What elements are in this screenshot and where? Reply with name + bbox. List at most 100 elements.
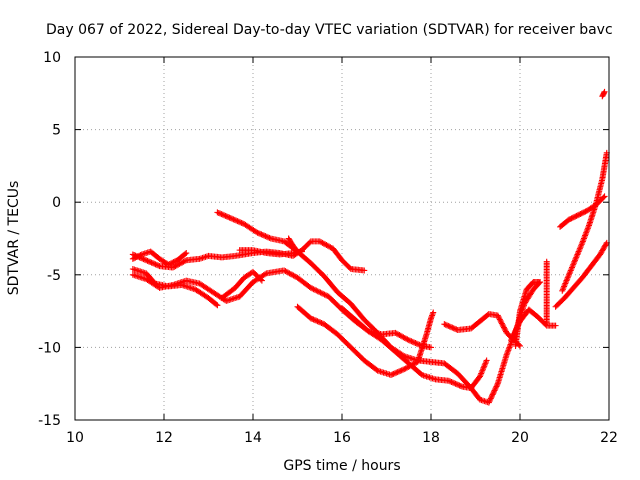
data-point: [218, 211, 225, 218]
data-point: [225, 214, 232, 221]
data-point: [404, 336, 411, 343]
data-point: [449, 379, 456, 386]
data-point: [237, 219, 244, 226]
data-point: [428, 344, 434, 351]
data-point: [494, 312, 501, 319]
data-point: [318, 320, 325, 327]
data-point: [346, 264, 353, 271]
data-point: [262, 271, 269, 278]
y-tick-labels: -15 -10 -5 0 5 10: [38, 50, 61, 429]
data-point: [448, 324, 455, 331]
data-point: [397, 367, 404, 374]
data-point: [493, 383, 500, 390]
data-point: [412, 340, 419, 347]
data-point: [230, 216, 237, 223]
data-point: [483, 357, 490, 364]
x-tick-label: 10: [66, 430, 84, 446]
data-point: [413, 340, 420, 347]
data-point: [315, 318, 322, 325]
data-point: [257, 276, 264, 283]
data-point: [502, 327, 509, 334]
data-point: [183, 250, 190, 257]
data-point: [144, 257, 151, 264]
data-point: [390, 370, 397, 377]
data-point: [508, 337, 515, 344]
x-tick-label: 12: [155, 430, 173, 446]
x-tick-label: 16: [333, 430, 351, 446]
data-point: [310, 316, 317, 323]
data-point: [259, 232, 266, 239]
data-point: [321, 291, 328, 298]
data-point: [389, 371, 396, 378]
data-point: [488, 394, 495, 401]
data-point: [442, 321, 449, 328]
data-point: [309, 285, 316, 292]
data-point: [153, 261, 160, 268]
data-point: [500, 324, 507, 331]
data-point: [263, 233, 270, 240]
data-point: [490, 390, 497, 397]
y-tick-label: 0: [52, 195, 61, 211]
data-point: [293, 247, 300, 254]
data-point: [395, 368, 402, 375]
data-point: [441, 321, 448, 328]
data-point: [265, 234, 272, 241]
data-point: [499, 321, 506, 328]
x-tick-label: 18: [422, 430, 440, 446]
data-point: [415, 341, 422, 348]
data-point: [226, 214, 233, 221]
series-track-2: [129, 248, 190, 268]
data-point: [394, 369, 401, 376]
data-point: [407, 337, 414, 344]
data-point: [445, 377, 452, 384]
y-tick-label: -10: [38, 340, 61, 356]
data-point: [307, 315, 314, 322]
data-point: [500, 323, 507, 330]
data-point: [143, 257, 150, 264]
data-point: [214, 209, 221, 216]
data-point: [222, 212, 229, 219]
x-tick-label: 22: [600, 430, 618, 446]
x-tick-labels: 10 12 14 16 18 20 22: [66, 430, 618, 446]
data-point: [313, 287, 320, 294]
data-point: [155, 262, 162, 269]
data-point: [266, 234, 273, 241]
series-track-1: [129, 238, 368, 274]
data-point: [486, 398, 493, 405]
data-point: [498, 320, 505, 327]
data-point: [214, 302, 221, 309]
data-point: [182, 250, 189, 257]
data-point: [294, 248, 301, 255]
data-point: [257, 230, 264, 237]
data-point: [456, 382, 463, 389]
data-point: [603, 241, 610, 248]
data-point: [147, 259, 154, 266]
data-point: [490, 388, 497, 395]
data-point: [509, 334, 516, 341]
series-track-10: [339, 305, 490, 392]
data-point: [508, 335, 515, 342]
data-point: [322, 292, 329, 299]
series-track-5: [218, 268, 265, 302]
data-point: [254, 229, 261, 236]
data-point: [447, 378, 454, 385]
data-point: [445, 322, 452, 329]
data-point: [235, 218, 242, 225]
data-point: [487, 396, 494, 403]
series-track-6: [214, 209, 544, 406]
data-point: [318, 290, 325, 297]
data-point: [494, 382, 501, 389]
data-point: [552, 322, 559, 329]
data-point: [399, 366, 406, 373]
data-point: [398, 367, 405, 374]
series-track-16: [552, 239, 610, 310]
data-point: [495, 313, 502, 320]
data-point: [452, 380, 459, 387]
series-track-18: [599, 88, 608, 100]
data-point: [411, 339, 418, 346]
data-point: [217, 210, 224, 217]
y-tick-label: -5: [47, 268, 61, 284]
data-point: [221, 212, 228, 219]
data-point: [491, 387, 498, 394]
data-point: [387, 371, 394, 378]
